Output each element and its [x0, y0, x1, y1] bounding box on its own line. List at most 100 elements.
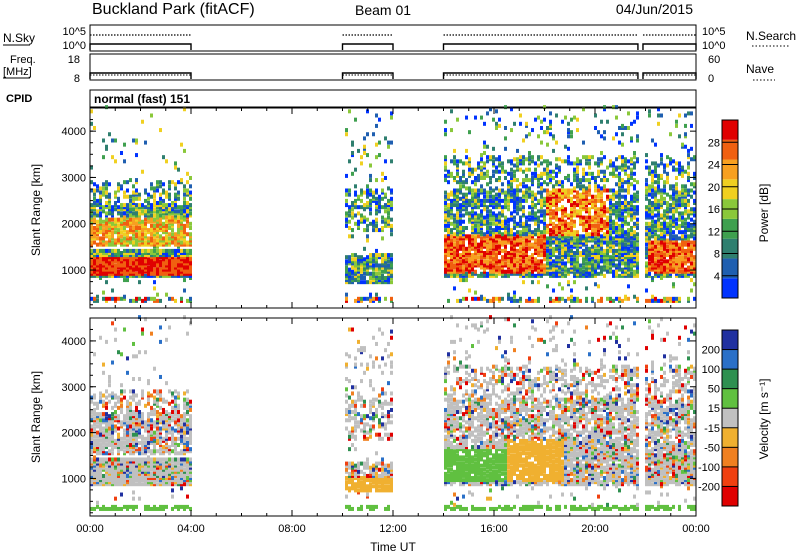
data-cell	[99, 223, 102, 228]
data-cell	[570, 228, 573, 233]
data-cell	[384, 194, 387, 199]
data-cell	[654, 273, 657, 278]
data-cell	[144, 228, 147, 233]
data-cell	[507, 159, 510, 164]
data-cell	[492, 228, 495, 233]
data-cell	[132, 250, 135, 255]
data-cell	[564, 213, 567, 218]
data-cell	[162, 205, 165, 210]
data-cell	[444, 257, 447, 262]
data-cell	[603, 155, 606, 160]
data-cell	[111, 138, 114, 143]
data-cell	[597, 211, 600, 216]
data-cell	[483, 194, 486, 199]
data-cell	[501, 209, 504, 214]
data-cell	[375, 273, 378, 278]
data-cell	[450, 230, 453, 235]
data-cell	[387, 198, 390, 203]
data-cell	[651, 188, 654, 193]
data-cell	[477, 173, 480, 178]
data-cell	[507, 273, 510, 278]
data-cell	[660, 257, 663, 262]
data-cell	[174, 196, 177, 201]
data-cell	[522, 250, 525, 255]
data-cell	[540, 219, 543, 224]
data-cell	[609, 248, 612, 253]
data-cell	[96, 269, 99, 274]
data-cell	[606, 259, 609, 264]
data-cell	[501, 219, 504, 224]
data-cell	[177, 255, 180, 260]
data-cell	[534, 203, 537, 208]
data-cell	[159, 207, 162, 212]
data-cell	[693, 282, 696, 287]
data-cell	[132, 298, 135, 303]
data-cell	[615, 271, 618, 276]
data-cell	[573, 234, 576, 239]
data-cell	[156, 242, 159, 247]
data-cell	[453, 269, 456, 274]
data-cell	[93, 459, 96, 464]
data-cell	[135, 232, 138, 237]
data-cell	[489, 203, 492, 208]
data-cell	[501, 296, 504, 301]
data-cell	[630, 228, 633, 233]
data-cell	[537, 182, 540, 187]
data-cell	[516, 298, 519, 303]
data-cell	[669, 230, 672, 235]
data-cell	[513, 236, 516, 241]
data-cell	[444, 263, 447, 268]
data-cell	[669, 194, 672, 199]
data-cell	[654, 167, 657, 172]
data-cell	[507, 294, 510, 299]
data-cell	[567, 246, 570, 251]
data-cell	[105, 265, 108, 270]
data-cell	[594, 198, 597, 203]
data-cell	[162, 225, 165, 230]
data-cell	[153, 269, 156, 274]
data-cell	[381, 190, 384, 195]
data-cell	[363, 259, 366, 264]
data-cell	[603, 130, 606, 135]
data-cell	[126, 188, 129, 193]
data-cell	[507, 217, 510, 222]
data-cell	[552, 259, 555, 264]
data-cell	[504, 236, 507, 241]
data-cell	[129, 298, 132, 303]
data-cell	[546, 255, 549, 260]
data-cell	[129, 221, 132, 226]
data-cell	[375, 261, 378, 266]
data-cell	[102, 432, 105, 437]
data-cell	[567, 296, 570, 301]
data-cell	[102, 459, 105, 464]
data-cell	[375, 253, 378, 258]
data-cell	[540, 184, 543, 189]
data-cell	[465, 115, 468, 120]
data-cell	[471, 207, 474, 212]
data-cell	[183, 236, 186, 241]
data-cell	[612, 298, 615, 303]
data-cell	[564, 209, 567, 214]
data-cell	[654, 198, 657, 203]
data-cell	[603, 221, 606, 226]
data-cell	[456, 234, 459, 239]
data-cell	[183, 267, 186, 272]
data-cell	[348, 269, 351, 274]
data-cell	[603, 225, 606, 230]
data-cell	[168, 296, 171, 301]
data-cell	[135, 211, 138, 216]
data-cell	[675, 240, 678, 245]
data-cell	[447, 180, 450, 185]
data-cell	[666, 205, 669, 210]
data-cell	[102, 370, 105, 375]
y-tick-label: 2000	[62, 219, 86, 231]
data-cell	[681, 263, 684, 268]
data-cell	[345, 275, 348, 280]
data-cell	[552, 184, 555, 189]
data-cell	[597, 225, 600, 230]
data-cell	[105, 469, 108, 474]
data-cell	[555, 244, 558, 249]
data-cell	[675, 161, 678, 166]
data-cell	[513, 188, 516, 193]
data-cell	[153, 238, 156, 243]
